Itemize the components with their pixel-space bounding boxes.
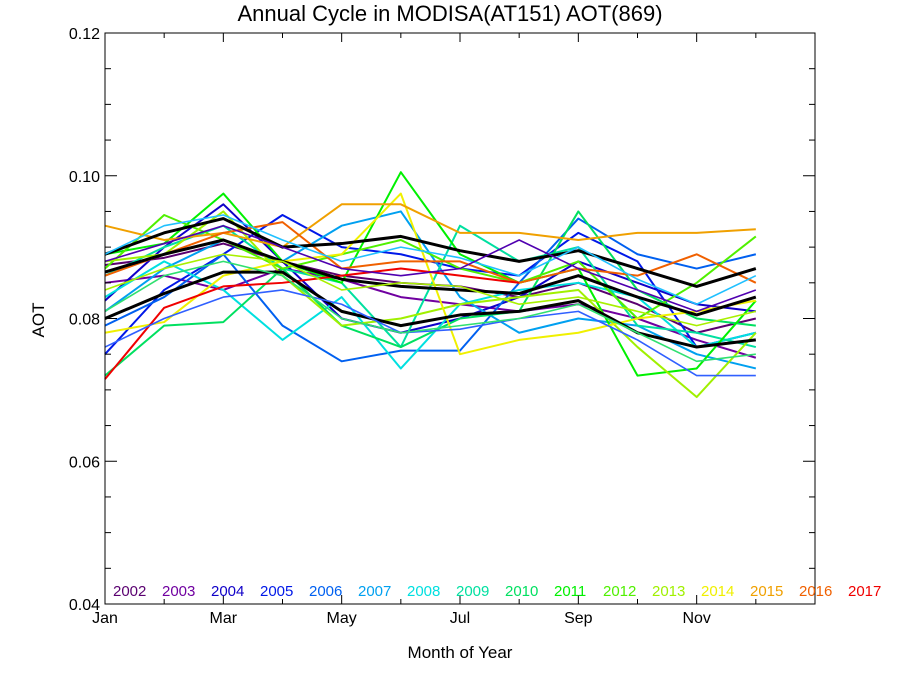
extra-line-7 bbox=[104, 253, 757, 327]
x-tick-label: Mar bbox=[210, 610, 238, 627]
mean-line-2 bbox=[104, 238, 757, 317]
y-tick-label: 0.10 bbox=[69, 169, 100, 186]
series-layer bbox=[104, 171, 757, 399]
legend-label-2017: 2017 bbox=[848, 583, 881, 600]
mean-line-1 bbox=[104, 270, 757, 349]
legend-label-2007: 2007 bbox=[358, 583, 391, 600]
legend-label-2006: 2006 bbox=[309, 583, 342, 600]
series-line-2008 bbox=[104, 260, 757, 370]
legend-label-2011: 2011 bbox=[554, 583, 586, 600]
legend-label-2010: 2010 bbox=[505, 583, 538, 600]
legend-label-2014: 2014 bbox=[701, 583, 734, 600]
chart-title: Annual Cycle in MODISA(AT151) AOT(869) bbox=[237, 1, 662, 26]
series-line-2015 bbox=[104, 203, 756, 249]
extra-line-8 bbox=[104, 224, 757, 313]
extra-line-6 bbox=[104, 214, 757, 306]
legend-label-2008: 2008 bbox=[407, 583, 440, 600]
series-line-2006 bbox=[104, 217, 757, 363]
series-line-2013 bbox=[104, 210, 757, 399]
x-tick-label: Nov bbox=[682, 610, 710, 627]
legend-label-2012: 2012 bbox=[603, 583, 636, 600]
series-line-2010 bbox=[104, 210, 756, 377]
x-tick-label: May bbox=[327, 610, 357, 627]
legend-label-2016: 2016 bbox=[799, 583, 832, 600]
series-line-2014 bbox=[104, 192, 757, 356]
series-line-2003 bbox=[104, 267, 757, 359]
axes-layer: Jan Mar May Jul Sep Nov 0.04 0.06 0.08 0.10 0.12 bbox=[69, 26, 816, 627]
legend: 2002 2003 2004 2005 2006 2007 2008 2009 2010 2011… bbox=[113, 583, 881, 600]
y-tick-label: 0.12 bbox=[69, 26, 100, 43]
series-line-2011 bbox=[104, 171, 757, 377]
extra-line-4 bbox=[104, 289, 756, 377]
legend-label-2009: 2009 bbox=[456, 583, 489, 600]
legend-label-2015: 2015 bbox=[750, 583, 783, 600]
x-tick-label: Jul bbox=[450, 610, 470, 627]
y-axis-label: AOT bbox=[29, 303, 48, 338]
series-line-2017 bbox=[104, 267, 520, 380]
y-tick-label: 0.06 bbox=[69, 454, 100, 471]
x-tick-label: Sep bbox=[564, 610, 593, 627]
x-tick-label: Jan bbox=[92, 610, 118, 627]
x-axis-label: Month of Year bbox=[408, 643, 513, 662]
y-tick-label: 0.08 bbox=[69, 312, 100, 329]
y-tick-label: 0.04 bbox=[69, 597, 100, 614]
mean-line-3 bbox=[104, 217, 757, 288]
extra-line-5 bbox=[104, 260, 756, 363]
legend-label-2013: 2013 bbox=[652, 583, 685, 600]
legend-label-2002: 2002 bbox=[113, 583, 146, 600]
legend-label-2005: 2005 bbox=[260, 583, 293, 600]
legend-label-2003: 2003 bbox=[162, 583, 195, 600]
legend-label-2004: 2004 bbox=[211, 583, 244, 600]
series-line-2004 bbox=[104, 203, 756, 334]
